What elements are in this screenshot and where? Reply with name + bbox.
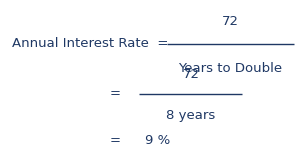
Text: 72: 72 (182, 68, 199, 81)
Text: Years to Double: Years to Double (178, 62, 282, 75)
Text: 8 years: 8 years (166, 109, 215, 122)
Text: =: = (110, 134, 121, 147)
Text: 72: 72 (222, 15, 239, 28)
Text: Annual Interest Rate  =: Annual Interest Rate = (12, 37, 168, 50)
Text: 9 %: 9 % (145, 134, 171, 147)
Text: =: = (110, 87, 121, 100)
